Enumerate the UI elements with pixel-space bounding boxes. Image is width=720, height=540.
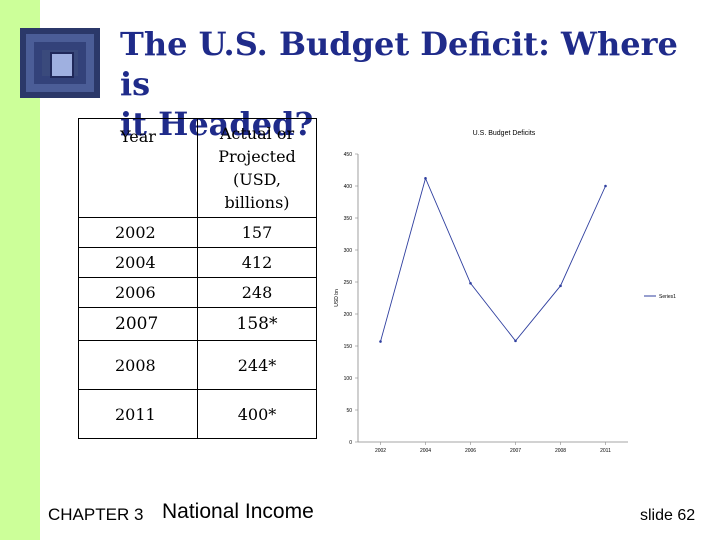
- slide-title-line-1: The U.S. Budget Deficit: Where is: [120, 25, 678, 103]
- table-row: 2011 400*: [78, 389, 317, 439]
- table-row: 2007 158*: [78, 307, 317, 341]
- value-cell: 158*: [197, 307, 317, 341]
- y-tick-label: 100: [344, 376, 353, 382]
- x-tick-label: 2008: [555, 448, 566, 454]
- legend-label: Series1: [659, 294, 676, 300]
- table-row: 2006 248: [78, 277, 317, 308]
- y-tick-label: 400: [344, 184, 353, 190]
- year-cell: 2008: [78, 340, 198, 390]
- chart-plot-area: 0 50 100 150 200 250 300 350 400 450 2002 2004 2006 2…: [344, 152, 677, 454]
- y-tick-label: 200: [344, 312, 353, 318]
- year-cell: 2002: [78, 217, 198, 248]
- value-header: Actual or Projected (USD, billions): [197, 118, 317, 218]
- data-point: [379, 340, 382, 343]
- x-tick-label: 2011: [600, 448, 611, 454]
- y-tick-label: 300: [344, 248, 353, 254]
- y-tick-label: 0: [349, 440, 352, 446]
- x-tick-label: 2006: [465, 448, 476, 454]
- deficit-table: Year Actual or Projected (USD, billions)…: [78, 118, 317, 439]
- table-row: 2004 412: [78, 247, 317, 278]
- data-point: [469, 281, 472, 285]
- footer-chapter: CHAPTER 3: [48, 505, 144, 524]
- x-tick-label: 2007: [510, 448, 521, 454]
- value-header-line: Projected: [218, 147, 296, 166]
- data-point: [559, 284, 562, 288]
- data-point: [424, 177, 427, 180]
- y-tick-label: 450: [344, 152, 353, 158]
- year-cell: 2006: [78, 277, 198, 308]
- value-header-line: (USD,: [232, 170, 282, 189]
- chart-background: [318, 120, 710, 465]
- y-tick-label: 150: [344, 344, 353, 350]
- x-tick-label: 2002: [375, 448, 386, 454]
- deficit-line-chart: U.S. Budget Deficits USD bn 0 50 100 150 200…: [318, 120, 710, 465]
- y-tick-label: 250: [344, 280, 353, 286]
- table-row: 2002 157: [78, 217, 317, 248]
- year-cell: 2007: [78, 307, 198, 341]
- chart-title: U.S. Budget Deficits: [473, 130, 536, 137]
- logo-icon: [20, 28, 100, 98]
- y-axis-label: USD bn: [334, 289, 340, 307]
- value-cell: 412: [197, 247, 317, 278]
- footer-title: National Income: [162, 500, 314, 523]
- data-point: [514, 339, 517, 343]
- x-tick-label: 2004: [420, 448, 431, 454]
- table-row: 2008 244*: [78, 340, 317, 390]
- year-header: Year: [78, 118, 198, 218]
- value-cell: 400*: [197, 389, 317, 439]
- slide-number: slide 62: [640, 507, 696, 524]
- table-header-row: Year Actual or Projected (USD, billions): [78, 118, 317, 218]
- data-point: [604, 184, 607, 188]
- value-header-line: billions): [224, 193, 290, 212]
- series-line: [380, 176, 606, 342]
- y-tick-label: 50: [346, 408, 352, 414]
- value-cell: 244*: [197, 340, 317, 390]
- value-header-line: Actual or: [219, 124, 295, 143]
- value-cell: 248: [197, 277, 317, 308]
- year-cell: 2004: [78, 247, 198, 278]
- value-cell: 157: [197, 217, 317, 248]
- year-cell: 2011: [78, 389, 198, 439]
- y-tick-label: 350: [344, 216, 353, 222]
